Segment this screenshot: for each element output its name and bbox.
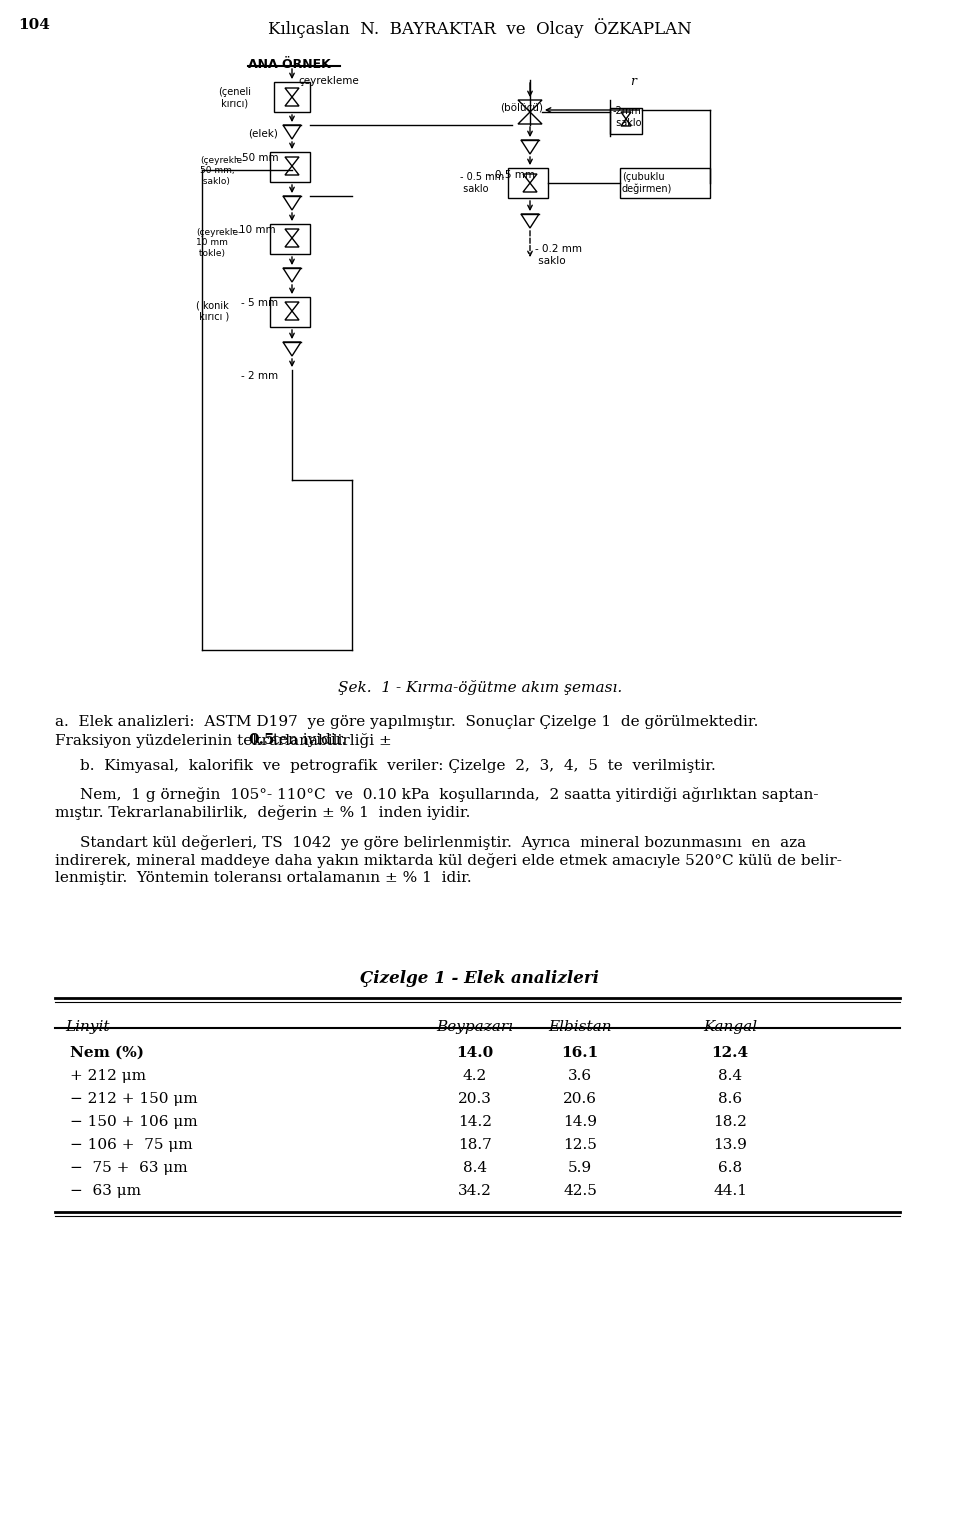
Text: 8.4: 8.4 (718, 1069, 742, 1083)
Text: mıştır. Tekrarlanabilirlik,  değerin ± % 1  inden iyidir.: mıştır. Tekrarlanabilirlik, değerin ± % … (55, 805, 470, 820)
Text: Çizelge 1 - Elek analizleri: Çizelge 1 - Elek analizleri (361, 970, 599, 987)
Text: 18.2: 18.2 (713, 1115, 747, 1129)
Text: 42.5: 42.5 (564, 1184, 597, 1198)
Text: (bölücü): (bölücü) (500, 103, 543, 112)
Text: lenmiştir.  Yöntemin toleransı ortalamanın ± % 1  idir.: lenmiştir. Yöntemin toleransı ortalamanı… (55, 871, 471, 884)
Text: 14.2: 14.2 (458, 1115, 492, 1129)
Text: (çeyrekle-
50 mm,
 saklo): (çeyrekle- 50 mm, saklo) (200, 156, 246, 185)
Text: 34.2: 34.2 (458, 1184, 492, 1198)
Bar (270, 297, 310, 327)
Text: 8.4: 8.4 (463, 1161, 487, 1175)
Text: - 5 mm: - 5 mm (241, 298, 278, 308)
Text: -2mm
 saklo: -2mm saklo (613, 106, 641, 127)
Text: − 212 + 150 μm: − 212 + 150 μm (70, 1092, 198, 1106)
Text: ANA ÖRNEK: ANA ÖRNEK (248, 58, 331, 70)
Text: 5.9: 5.9 (568, 1161, 592, 1175)
Text: 0.5: 0.5 (249, 733, 275, 747)
Text: −  75 +  63 μm: − 75 + 63 μm (70, 1161, 187, 1175)
Text: (çubuklu
değirmen): (çubuklu değirmen) (622, 171, 672, 194)
Bar (508, 168, 548, 197)
Text: - 0.5 mm: - 0.5 mm (488, 170, 535, 181)
Text: - 0.2 mm
 saklo: - 0.2 mm saklo (535, 243, 582, 266)
Text: ( konik
 kırıcı ): ( konik kırıcı ) (196, 300, 229, 321)
Text: 3.6: 3.6 (568, 1069, 592, 1083)
Text: Beypazarı: Beypazarı (437, 1021, 514, 1034)
Text: - 10 mm: - 10 mm (232, 225, 276, 236)
Text: −  63 μm: − 63 μm (70, 1184, 141, 1198)
Text: 14.0: 14.0 (456, 1047, 493, 1060)
Text: Kılıçaslan  N.  BAYRAKTAR  ve  Olcay  ÖZKAPLAN: Kılıçaslan N. BAYRAKTAR ve Olcay ÖZKAPLA… (268, 18, 692, 38)
Text: çeyrekleme: çeyrekleme (298, 76, 359, 86)
Text: r: r (630, 75, 636, 89)
Text: − 150 + 106 μm: − 150 + 106 μm (70, 1115, 198, 1129)
Text: 20.6: 20.6 (563, 1092, 597, 1106)
Text: 104: 104 (18, 18, 50, 32)
Text: Nem,  1 g örneğin  105°- 110°C  ve  0.10 kPa  koşullarında,  2 saatta yitirdiği : Nem, 1 g örneğin 105°- 110°C ve 0.10 kPa… (80, 786, 819, 802)
Text: 12.4: 12.4 (711, 1047, 749, 1060)
Text: 12.5: 12.5 (564, 1138, 597, 1152)
Bar (274, 83, 310, 112)
Bar (270, 151, 310, 182)
Text: 6.8: 6.8 (718, 1161, 742, 1175)
Text: 14.9: 14.9 (563, 1115, 597, 1129)
Text: Elbistan: Elbistan (548, 1021, 612, 1034)
Text: Linyit: Linyit (65, 1021, 109, 1034)
Text: a.  Elek analizleri:  ASTM D197  ye göre yapılmıştır.  Sonuçlar Çizelge 1  de gö: a. Elek analizleri: ASTM D197 ye göre ya… (55, 715, 758, 728)
Text: 13.9: 13.9 (713, 1138, 747, 1152)
Bar (270, 223, 310, 254)
Text: − 106 +  75 μm: − 106 + 75 μm (70, 1138, 193, 1152)
Text: - 50 mm: - 50 mm (235, 153, 278, 164)
Text: 18.7: 18.7 (458, 1138, 492, 1152)
Text: b.  Kimyasal,  kalorifik  ve  petrografik  veriler: Çizelge  2,  3,  4,  5  te  : b. Kimyasal, kalorifik ve petrografik ve… (80, 759, 716, 773)
Text: (çeneli
 kırıcı): (çeneli kırıcı) (218, 87, 251, 109)
Text: ten iyidir.: ten iyidir. (269, 733, 347, 747)
Text: 20.3: 20.3 (458, 1092, 492, 1106)
Text: Kangal: Kangal (703, 1021, 757, 1034)
Text: (elek): (elek) (248, 129, 277, 138)
Text: Nem (%): Nem (%) (70, 1047, 144, 1060)
Text: Fraksiyon yüzdelerinin tekrarlanabilirliği ±: Fraksiyon yüzdelerinin tekrarlanabilirli… (55, 733, 396, 748)
Text: Şek.  1 - Kırma-öğütme akım şeması.: Şek. 1 - Kırma-öğütme akım şeması. (338, 679, 622, 695)
Bar (620, 168, 710, 197)
Text: - 2 mm: - 2 mm (241, 370, 278, 381)
Text: 16.1: 16.1 (562, 1047, 599, 1060)
Text: (çeyrekle-
10 mm
 tokle): (çeyrekle- 10 mm tokle) (196, 228, 241, 257)
Text: 8.6: 8.6 (718, 1092, 742, 1106)
Bar (610, 109, 642, 135)
Text: 44.1: 44.1 (713, 1184, 747, 1198)
Text: indirerek, mineral maddeye daha yakın miktarda kül değeri elde etmek amacıyle 52: indirerek, mineral maddeye daha yakın mi… (55, 854, 842, 868)
Text: 4.2: 4.2 (463, 1069, 487, 1083)
Text: - 0.5 mm
 saklo: - 0.5 mm saklo (460, 171, 504, 194)
Text: Standart kül değerleri, TS  1042  ye göre belirlenmiştir.  Ayrıca  mineral bozun: Standart kül değerleri, TS 1042 ye göre … (80, 835, 806, 851)
Text: + 212 μm: + 212 μm (70, 1069, 146, 1083)
